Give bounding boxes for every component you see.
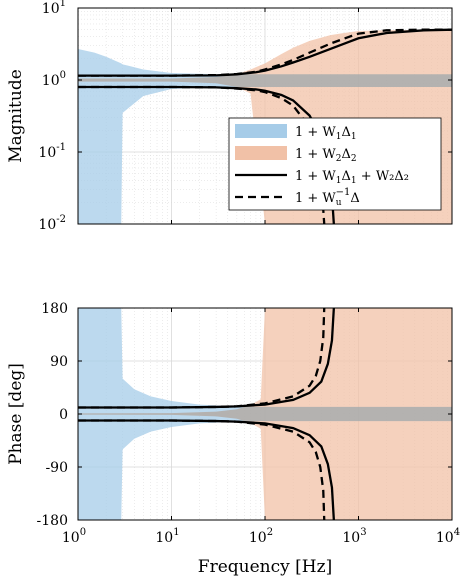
tick-label: -180 [37,513,68,529]
legend-swatch [235,124,287,138]
frequency-xlabel: Frequency [Hz] [198,557,332,577]
legend-label: 1 + W1Δ1 [295,125,357,142]
tick-label: 101 [155,527,179,546]
tick-label: 0 [59,407,68,423]
series-2-band [78,308,452,520]
tick-label: 101 [42,0,66,17]
legend-swatch [235,146,287,160]
tick-label: 10-1 [38,142,66,161]
tick-label: 90 [50,354,68,370]
magnitude-ticks: 101 100 10-1 10-2 [38,0,453,233]
tick-label: 100 [62,527,86,546]
tick-label: 180 [41,301,68,317]
series-4-upper-line [78,308,326,409]
tick-label: 103 [342,527,366,546]
tick-label: 102 [249,527,273,546]
tick-label: 104 [436,527,460,546]
series-4-upper-line [78,28,452,77]
legend-box [228,117,442,211]
magnitude-ylabel: Magnitude [6,69,26,163]
tick-label: 10-2 [38,214,66,233]
legend-label: 1 + Wu−1Δ [295,187,360,208]
series-4-lower-line [78,419,326,520]
legend-label: 1 + W2Δ2 [295,147,357,164]
tick-label: 100 [42,70,66,89]
phase-lines [78,308,335,520]
tick-label: -90 [45,460,68,476]
phase-bands [78,308,452,520]
legend-label: 1 + W1Δ1 + W₂Δ₂ [295,169,409,186]
phase-ylabel: Phase [deg] [6,363,26,465]
